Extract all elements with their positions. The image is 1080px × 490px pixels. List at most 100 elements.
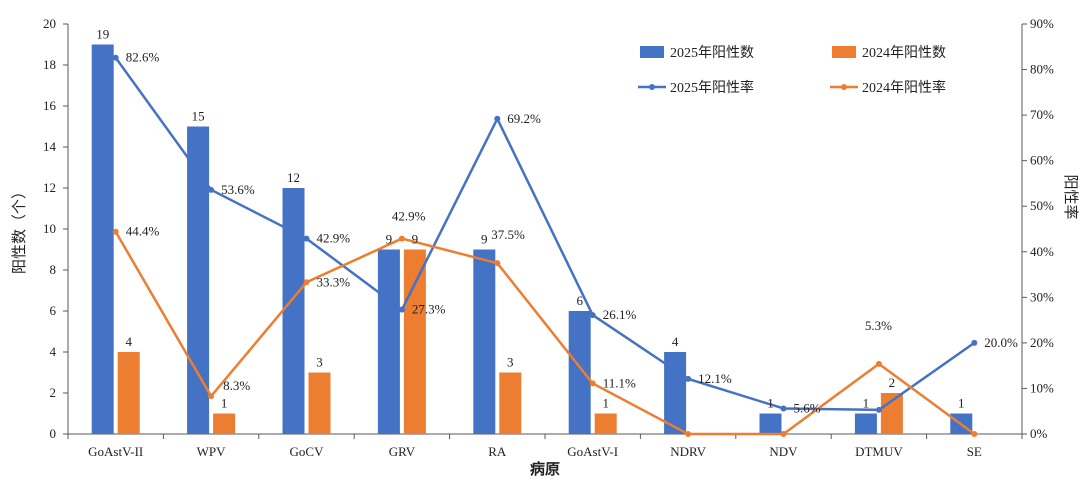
y-axis-title: 阳性数（个） <box>11 184 28 274</box>
line-marks <box>112 54 978 437</box>
line-label: 53.6% <box>221 182 255 197</box>
bar-label: 3 <box>507 355 514 370</box>
y2-tick-label: 90% <box>1030 16 1054 31</box>
y2-tick-label: 0% <box>1030 426 1048 441</box>
line-point <box>398 306 405 313</box>
line-point <box>971 431 978 437</box>
x-tick-label: GoAstV-II <box>88 444 143 459</box>
legend-label: 2025年阳性数 <box>670 45 754 61</box>
line-point <box>971 339 978 346</box>
bar-2025 <box>568 311 591 434</box>
bar-label: 1 <box>958 396 965 411</box>
line-point <box>589 380 596 387</box>
bar-2025 <box>759 413 782 434</box>
bar-2024 <box>594 413 617 434</box>
line-label: 69.2% <box>507 111 541 126</box>
line-label: 42.9% <box>317 231 351 246</box>
bar-2024 <box>880 393 903 434</box>
bar-marks <box>91 44 973 434</box>
legend-marker <box>649 84 655 90</box>
y-tick-label: 20 <box>43 16 56 31</box>
bar-label: 9 <box>412 232 419 247</box>
bar-2025 <box>91 44 114 434</box>
legend-label: 2024年阳性数 <box>862 45 946 61</box>
y2-tick-label: 20% <box>1030 335 1054 350</box>
bar-label: 9 <box>481 232 488 247</box>
line-point <box>685 375 692 382</box>
line-point <box>208 393 215 400</box>
line-label: 11.1% <box>603 375 636 390</box>
legend-swatch <box>640 46 664 58</box>
x-tick-label: SE <box>967 444 982 459</box>
line-point <box>494 115 501 122</box>
line-point <box>303 279 310 286</box>
bar-label: 3 <box>316 355 323 370</box>
bar-2025 <box>473 249 496 434</box>
line-2024-rate <box>114 231 976 436</box>
y-tick-label: 12 <box>43 180 56 195</box>
bar-2024 <box>213 413 236 434</box>
x-tick-label: RA <box>488 444 507 459</box>
bar-label: 12 <box>287 170 300 185</box>
y-tick-label: 2 <box>50 385 57 400</box>
y-tick-label: 14 <box>43 139 57 154</box>
bar-2025 <box>377 249 400 434</box>
line-label: 20.0% <box>984 335 1018 350</box>
bar-2024 <box>117 352 140 434</box>
x-tick-label: GoAstV-I <box>567 444 618 459</box>
y2-tick-label: 50% <box>1030 198 1054 213</box>
line-point <box>398 235 405 242</box>
bar-label: 1 <box>602 396 609 411</box>
y-tick-label: 6 <box>50 303 57 318</box>
bar-2024 <box>499 372 522 434</box>
y2-tick-label: 30% <box>1030 289 1054 304</box>
line-label: 82.6% <box>126 50 160 65</box>
line-label: 27.3% <box>412 302 446 317</box>
bar-label: 4 <box>672 334 679 349</box>
bar-label: 2 <box>889 375 896 390</box>
x-axis-title: 病原 <box>530 460 560 478</box>
y2-tick-label: 80% <box>1030 62 1054 77</box>
axes: 024681012141618200%10%20%30%40%50%60%70%… <box>11 16 1079 478</box>
line-point <box>208 186 215 193</box>
line-point <box>875 406 882 413</box>
x-tick-label: WPV <box>197 444 227 459</box>
legend-label: 2025年阳性率 <box>670 79 754 96</box>
bar-label: 15 <box>192 109 205 124</box>
line-label: 12.1% <box>698 371 732 386</box>
y2-tick-label: 40% <box>1030 244 1054 259</box>
y-tick-label: 4 <box>50 344 57 359</box>
line-point <box>589 312 596 319</box>
line-label: 42.9% <box>392 209 426 224</box>
bar-2024 <box>308 372 331 434</box>
line-point <box>494 260 501 267</box>
line-point <box>875 360 882 367</box>
y2-axis-title: 阳性率 <box>1062 174 1079 219</box>
line-point <box>112 228 119 235</box>
line-label: 26.1% <box>603 307 637 322</box>
y-tick-label: 10 <box>43 221 56 236</box>
legend-marker <box>841 84 847 90</box>
y-tick-label: 0 <box>50 426 57 441</box>
legend: 2025年阳性数 2024年阳性数 2025年阳性率 2024年阳性率 <box>638 45 946 96</box>
line-point <box>685 431 692 437</box>
bar-2024 <box>403 249 426 434</box>
bar-label: 6 <box>576 293 583 308</box>
y2-tick-label: 60% <box>1030 153 1054 168</box>
bar-label: 1 <box>863 396 870 411</box>
line-point <box>303 235 310 242</box>
bar-2025 <box>282 188 305 434</box>
legend-swatch <box>832 46 856 58</box>
x-tick-label: NDV <box>769 444 798 459</box>
line-point <box>780 431 787 437</box>
line-label: 8.3% <box>223 378 250 393</box>
y-tick-label: 16 <box>43 98 57 113</box>
line-label: 5.6% <box>794 400 821 415</box>
bar-label: 9 <box>386 232 393 247</box>
bar-2025 <box>187 126 210 434</box>
line-point <box>112 54 119 61</box>
y2-tick-label: 70% <box>1030 107 1054 122</box>
line-2025-rate <box>114 56 976 412</box>
